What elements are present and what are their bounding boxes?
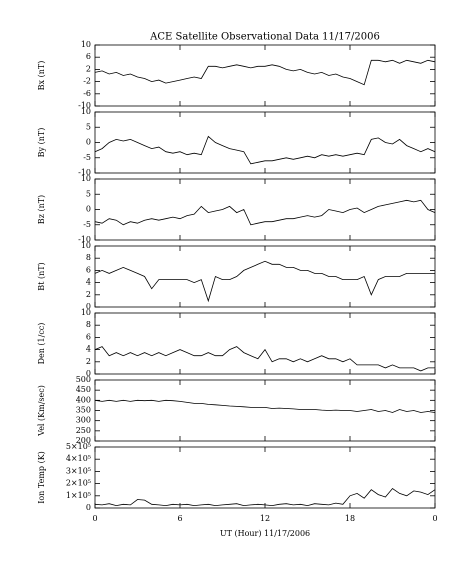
y-tick-label: 1×10⁵ — [66, 491, 91, 500]
y-tick-label: 4 — [86, 278, 91, 287]
y-tick-label: 400 — [76, 395, 91, 404]
y-tick-label: 6 — [86, 52, 91, 61]
y-tick-label: 4 — [86, 345, 91, 354]
y-axis-label: Vel (Km/sec) — [37, 385, 46, 437]
panel-frame — [94, 178, 436, 241]
y-tick-label: 6 — [86, 332, 91, 341]
y-tick-label: 0 — [86, 369, 91, 378]
panel-frame — [94, 44, 436, 107]
y-tick-label: 2 — [86, 64, 91, 73]
y-tick-label: 5×10⁵ — [66, 442, 91, 451]
y-tick-label: 0 — [86, 503, 91, 512]
y-tick-label: 450 — [76, 385, 91, 394]
panel-frame — [94, 245, 436, 308]
y-axis-label: Bx (nT) — [37, 61, 46, 91]
y-tick-label: 10 — [81, 107, 91, 116]
data-line — [94, 135, 436, 165]
y-tick-label: 5 — [86, 189, 91, 198]
y-tick-label: 6 — [86, 265, 91, 274]
chart-title: ACE Satellite Observational Data 11/17/2… — [149, 32, 380, 43]
y-tick-label: 10 — [81, 174, 91, 183]
x-tick-label: 0 — [92, 514, 97, 523]
y-tick-label: 2×10⁵ — [66, 479, 91, 488]
y-tick-label: -10 — [78, 168, 91, 177]
y-axis-label: Ion Temp (K) — [37, 451, 46, 504]
y-tick-label: 350 — [76, 406, 91, 415]
y-tick-label: 3×10⁵ — [66, 466, 91, 475]
x-tick-label: 18 — [345, 514, 355, 523]
y-tick-label: 0 — [86, 302, 91, 311]
data-line — [94, 199, 436, 226]
y-axis-label: Bz (nT) — [37, 195, 46, 224]
y-axis-label: Bt (nT) — [37, 262, 46, 290]
y-tick-label: 10 — [81, 241, 91, 250]
data-line — [94, 399, 436, 413]
y-tick-label: 200 — [76, 436, 91, 445]
y-tick-label: 2 — [86, 357, 91, 366]
data-line — [94, 260, 435, 303]
y-tick-label: -5 — [83, 220, 91, 229]
y-tick-label: 8 — [86, 253, 91, 262]
y-tick-label: 2 — [86, 290, 91, 299]
data-line — [94, 59, 436, 86]
y-tick-label: 300 — [76, 416, 91, 425]
y-tick-label: 0 — [86, 205, 91, 214]
data-line — [94, 346, 435, 372]
y-tick-label: -2 — [83, 77, 91, 86]
y-axis-label: By (nT) — [37, 128, 46, 158]
y-tick-label: 500 — [76, 375, 91, 384]
y-axis-label: Den (1/cc) — [37, 323, 46, 365]
panel-frame — [94, 446, 436, 509]
y-tick-label: 5 — [86, 122, 91, 131]
y-tick-label: -6 — [83, 89, 91, 98]
x-tick-label: 6 — [177, 514, 182, 523]
y-tick-label: -10 — [78, 101, 91, 110]
y-tick-label: -10 — [78, 235, 91, 244]
y-tick-label: 8 — [86, 320, 91, 329]
y-tick-label: -5 — [83, 153, 91, 162]
y-tick-label: 10 — [81, 308, 91, 317]
y-tick-label: 250 — [76, 426, 91, 435]
panel-frame — [94, 111, 436, 174]
data-line — [94, 487, 436, 507]
y-tick-label: 10 — [81, 40, 91, 49]
x-tick-label: 0 — [432, 514, 437, 523]
y-tick-label: 4×10⁵ — [66, 454, 91, 463]
x-tick-label: 12 — [260, 514, 270, 523]
y-tick-label: 0 — [86, 138, 91, 147]
panel-frame — [94, 312, 436, 375]
x-axis-label: UT (Hour) 11/17/2006 — [220, 529, 310, 538]
